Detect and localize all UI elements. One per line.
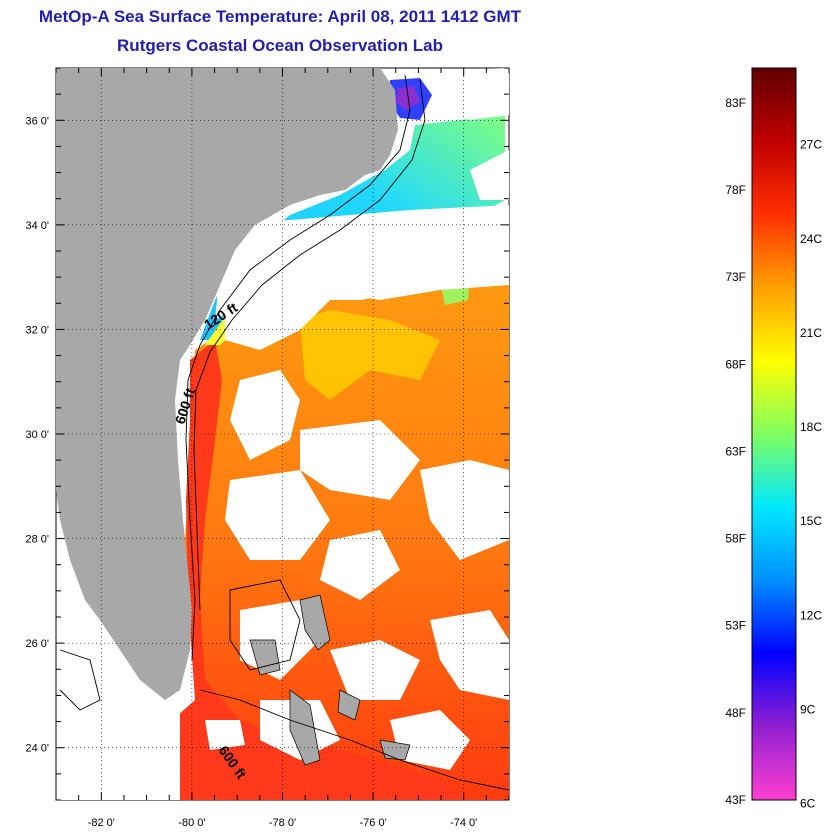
colorbar-fahrenheit-labels: 83F 78F 73F 68F 63F 58F 53F 48F 43F xyxy=(725,96,746,807)
colorbar-f-label: 83F xyxy=(725,96,746,110)
colorbar: 83F 78F 73F 68F 63F 58F 53F 48F 43F 27C 24C 21C 18C… xyxy=(725,67,822,811)
bahamas-islands xyxy=(249,594,411,766)
colorbar-c-label: 15C xyxy=(800,514,822,528)
lon-tick-label: -74 0' xyxy=(450,817,477,829)
lon-tick-label: -80 0' xyxy=(178,817,205,829)
colorbar-celsius-labels: 27C 24C 21C 18C 15C 12C 9C 6C xyxy=(800,138,822,811)
bathymetry-contours xyxy=(59,74,509,791)
lat-tick-label: 34 0' xyxy=(25,220,49,232)
colorbar-bar xyxy=(751,67,797,801)
colorbar-c-label: 6C xyxy=(800,796,816,810)
longitude-tick-labels: -82 0' -80 0' -78 0' -76 0' -74 0' xyxy=(88,817,478,829)
land-mass xyxy=(56,68,398,700)
map-panel: -82 0' -80 0' -78 0' -76 0' -74 0' 24 0' 26 0… xyxy=(25,67,510,829)
colorbar-c-label: 27C xyxy=(800,138,822,152)
colorbar-c-label: 12C xyxy=(800,608,822,622)
map-title: MetOp-A Sea Surface Temperature: April 0… xyxy=(38,7,522,26)
colorbar-c-label: 21C xyxy=(800,326,822,340)
colorbar-f-label: 58F xyxy=(725,532,746,546)
map-layers xyxy=(56,68,509,800)
lon-tick-label: -78 0' xyxy=(269,817,296,829)
colorbar-f-label: 43F xyxy=(725,793,746,807)
colorbar-c-label: 9C xyxy=(800,702,816,716)
lon-tick-label: -82 0' xyxy=(88,817,115,829)
colorbar-c-label: 24C xyxy=(800,232,822,246)
colorbar-f-label: 53F xyxy=(725,619,746,633)
latitude-tick-labels: 24 0' 26 0' 28 0' 30 0' 32 0' 34 0' 36 0' xyxy=(25,115,49,754)
colorbar-f-label: 48F xyxy=(725,706,746,720)
colorbar-f-label: 63F xyxy=(725,444,746,458)
lat-tick-label: 26 0' xyxy=(25,638,49,650)
lat-tick-label: 30 0' xyxy=(25,429,49,441)
lat-tick-label: 36 0' xyxy=(25,115,49,127)
gulf-stream-core xyxy=(150,340,470,800)
map-subtitle: Rutgers Coastal Ocean Observation Lab xyxy=(117,36,443,55)
lat-tick-label: 28 0' xyxy=(25,534,49,546)
lon-tick-label: -76 0' xyxy=(360,817,387,829)
colorbar-f-label: 78F xyxy=(725,183,746,197)
cloud-cover xyxy=(58,68,509,800)
lat-tick-label: 24 0' xyxy=(25,743,49,755)
axis-ticks xyxy=(55,67,510,801)
colorbar-f-label: 73F xyxy=(725,270,746,284)
colorbar-f-label: 68F xyxy=(725,357,746,371)
yellow-filament xyxy=(300,310,440,400)
lat-tick-label: 32 0' xyxy=(25,324,49,336)
colorbar-c-label: 18C xyxy=(800,420,822,434)
